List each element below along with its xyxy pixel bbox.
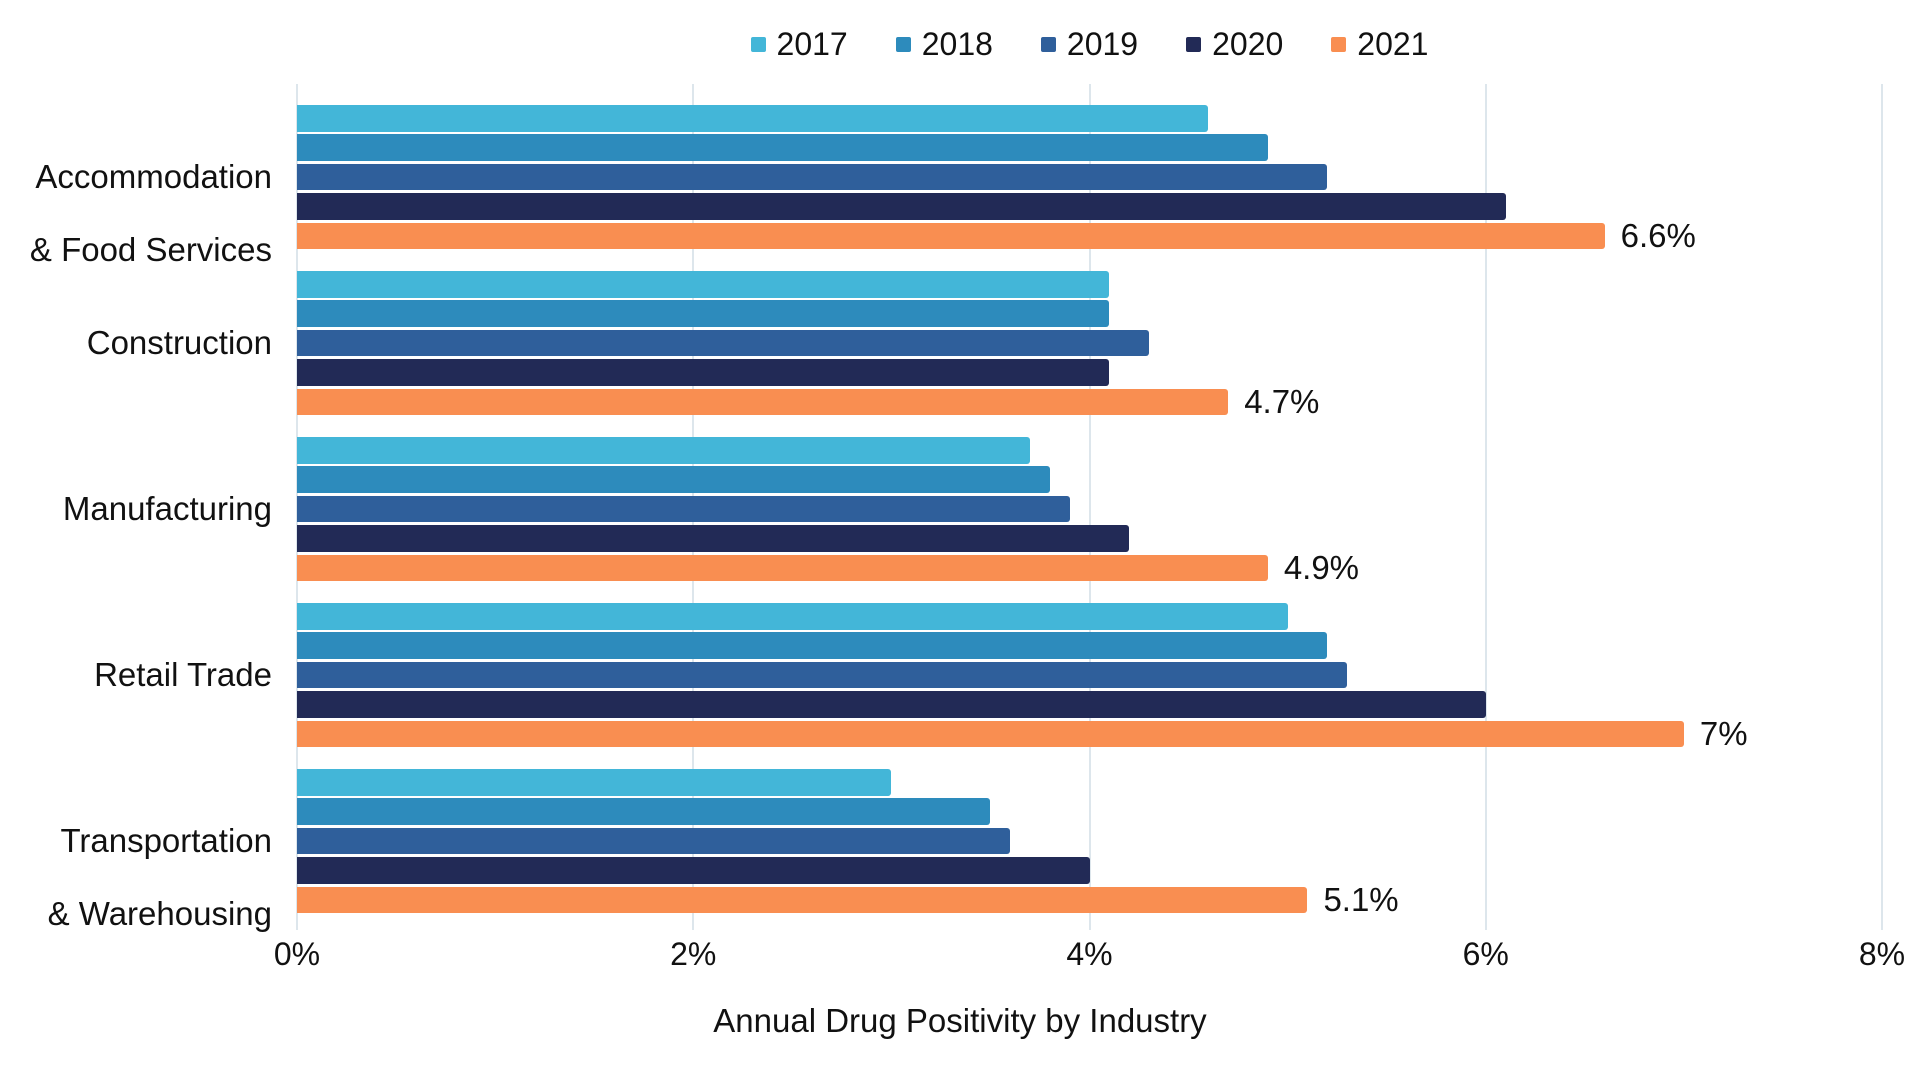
axis-title: Annual Drug Positivity by Industry: [713, 1002, 1207, 1039]
legend-label-2017: 2017: [776, 26, 848, 62]
category-label-manufacturing: Manufacturing: [62, 490, 272, 527]
bar-2019-manufacturing: [297, 495, 1070, 523]
data-label-2021-retail-trade: 7%: [1699, 714, 1748, 752]
gridline-4%: [1088, 84, 1091, 930]
bar-2020-manufacturing: [297, 525, 1130, 552]
legend-swatch-2017: [750, 36, 766, 52]
bar-2018-construction: [297, 300, 1110, 327]
legend-item-2017: 2017: [750, 26, 848, 62]
category-label-accommodation-food-services: Accommodation: [35, 158, 272, 195]
bar-2020-retail-trade: [297, 691, 1486, 718]
bar-2021-retail-trade: [297, 720, 1684, 747]
category-label-transportation-warehousing: Transportation: [60, 822, 272, 859]
legend-swatch-2021: [1331, 36, 1347, 52]
legend: 2017 2018 2019 2020 2021: [297, 28, 1882, 60]
legend-item-2021: 2021: [1331, 28, 1428, 60]
legend-label-2021: 2021: [1357, 26, 1429, 62]
bar-2021-transportation-warehousing: [297, 886, 1308, 913]
x-axis-tick-4%: 4%: [1066, 936, 1113, 972]
bar-2017-transportation-warehousing: [297, 769, 892, 796]
data-label-2021-accommodation-food-services: 6.6%: [1620, 216, 1696, 254]
legend-item-2018: 2018: [895, 26, 993, 62]
data-label-2021-construction: 4.7%: [1244, 382, 1320, 420]
legend-item-2019: 2019: [1040, 26, 1139, 62]
bar-2017-construction: [297, 271, 1110, 298]
data-label-2021-transportation-warehousing: 5.1%: [1323, 880, 1399, 918]
bar-2017-manufacturing: [297, 437, 1031, 464]
bar-2021-accommodation-food-services: [297, 222, 1605, 249]
legend-swatch-2019: [1040, 36, 1056, 52]
category-label-construction: Construction: [86, 324, 272, 361]
gridline-6%: [1484, 84, 1487, 930]
x-axis-tick-0%: 0%: [273, 936, 321, 972]
bar-2018-transportation-warehousing: [297, 798, 991, 825]
legend-label-2020: 2020: [1212, 26, 1284, 62]
bar-2021-construction: [297, 388, 1229, 415]
category-label-transportation-warehousing: & Warehousing: [47, 895, 272, 932]
legend-label-2018: 2018: [921, 26, 993, 62]
bar-2018-retail-trade: [297, 632, 1328, 659]
bar-2017-accommodation-food-services: [297, 105, 1209, 132]
bar-2020-transportation-warehousing: [297, 857, 1090, 884]
data-label-2021-manufacturing: 4.9%: [1283, 548, 1360, 586]
bar-2019-retail-trade: [297, 661, 1348, 689]
legend-item-2020: 2020: [1186, 28, 1283, 60]
category-label-retail-trade: Retail Trade: [94, 656, 272, 693]
category-label-accommodation-food-services: & Food Services: [29, 231, 272, 268]
x-axis-tick-2%: 2%: [670, 936, 717, 972]
legend-label-2019: 2019: [1066, 26, 1139, 62]
bar-2017-retail-trade: [297, 603, 1288, 630]
bar-2020-construction: [297, 359, 1110, 386]
x-axis-tick-6%: 6%: [1462, 936, 1509, 972]
bar-2019-construction: [297, 329, 1149, 357]
bar-2018-accommodation-food-services: [297, 134, 1268, 161]
gridline-8%: [1881, 84, 1883, 930]
bar-2021-manufacturing: [297, 554, 1268, 581]
bar-2019-transportation-warehousing: [297, 827, 1011, 855]
legend-swatch-2020: [1186, 36, 1202, 52]
legend-swatch-2018: [895, 36, 911, 52]
x-axis-tick-8%: 8%: [1858, 936, 1906, 972]
bar-2019-accommodation-food-services: [297, 163, 1328, 191]
bar-2018-manufacturing: [297, 466, 1050, 493]
bar-2020-accommodation-food-services: [297, 193, 1506, 220]
